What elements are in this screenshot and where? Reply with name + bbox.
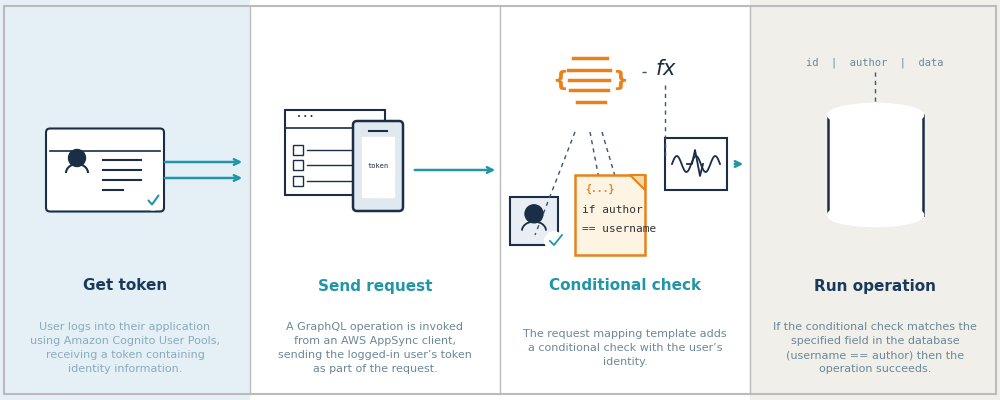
FancyBboxPatch shape xyxy=(510,197,558,245)
Text: User logs into their application
using Amazon Cognito User Pools,
receiving a to: User logs into their application using A… xyxy=(30,322,220,374)
Text: }: } xyxy=(612,70,628,90)
Text: A GraphQL operation is invoked
from an AWS AppSync client,
sending the logged-in: A GraphQL operation is invoked from an A… xyxy=(278,322,472,374)
Ellipse shape xyxy=(828,104,923,126)
Text: Conditional check: Conditional check xyxy=(549,278,701,294)
Text: Send request: Send request xyxy=(318,278,432,294)
Bar xyxy=(362,137,394,197)
Text: id  |  author  |  data: id | author | data xyxy=(806,57,944,68)
Circle shape xyxy=(144,192,162,210)
Polygon shape xyxy=(630,175,645,190)
FancyBboxPatch shape xyxy=(46,128,164,212)
Text: token: token xyxy=(367,163,389,169)
Circle shape xyxy=(545,232,563,250)
Text: The request mapping template adds
a conditional check with the user’s
identity.: The request mapping template adds a cond… xyxy=(523,329,727,367)
Ellipse shape xyxy=(828,204,923,226)
Text: $\mathit{fx}$: $\mathit{fx}$ xyxy=(655,59,677,79)
Bar xyxy=(828,115,923,215)
Circle shape xyxy=(525,205,543,223)
Bar xyxy=(500,0,750,400)
Circle shape xyxy=(68,150,86,166)
Text: • • •: • • • xyxy=(297,114,314,120)
Text: {: { xyxy=(552,70,568,90)
Circle shape xyxy=(538,28,642,132)
FancyBboxPatch shape xyxy=(353,121,403,211)
Bar xyxy=(250,0,500,400)
Bar xyxy=(293,145,303,155)
Bar xyxy=(750,0,1000,400)
Text: Get token: Get token xyxy=(83,278,167,294)
Bar xyxy=(293,176,303,186)
Text: {...}: {...} xyxy=(585,184,614,194)
FancyBboxPatch shape xyxy=(285,110,385,195)
Text: Run operation: Run operation xyxy=(814,278,936,294)
Bar xyxy=(0,0,250,400)
Bar xyxy=(293,160,303,170)
Text: If the conditional check matches the
specified field in the database
(username =: If the conditional check matches the spe… xyxy=(773,322,977,374)
Text: == username: == username xyxy=(582,224,656,234)
Ellipse shape xyxy=(828,104,923,126)
Text: if author: if author xyxy=(582,205,643,215)
FancyBboxPatch shape xyxy=(665,138,727,190)
FancyBboxPatch shape xyxy=(575,175,645,255)
